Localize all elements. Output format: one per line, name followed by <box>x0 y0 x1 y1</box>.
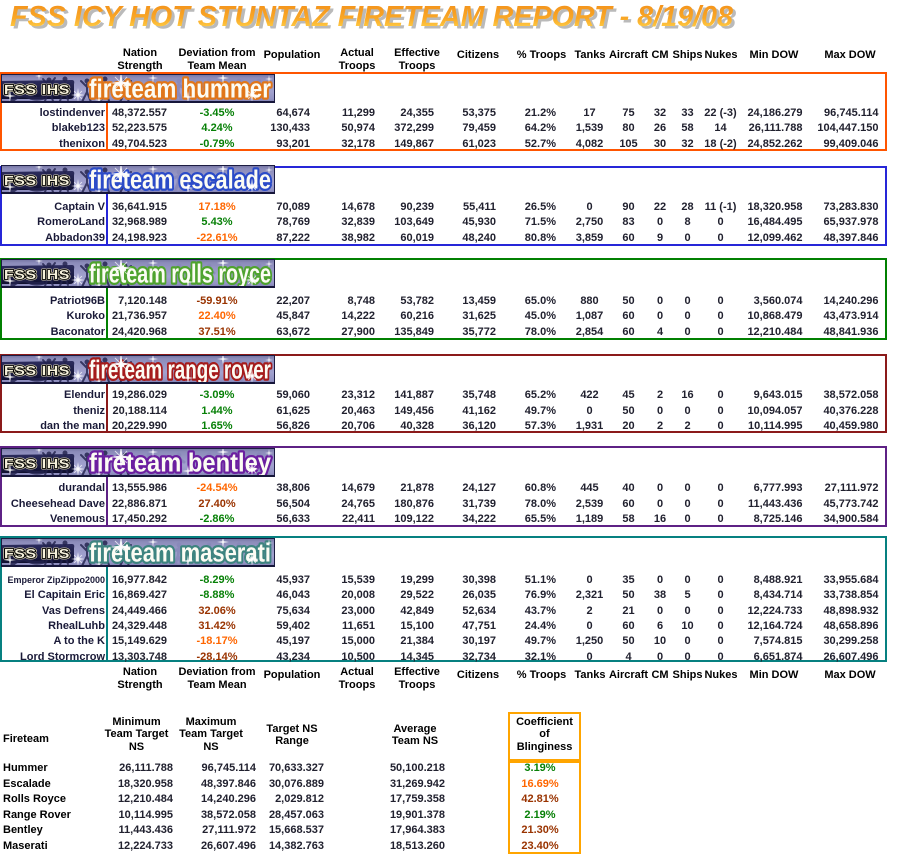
svg-text:FSS IHS: FSS IHS <box>4 173 70 188</box>
svg-text:FSS ICY HOT STUNTAZ FIRETEAM R: FSS ICY HOT STUNTAZ FIRETEAM REPORT - 8/… <box>10 1 734 33</box>
svg-text:fireteam hummer: fireteam hummer <box>89 76 271 104</box>
svg-text:FSS ICY HOT STUNTAZ FIRETEAM R: FSS ICY HOT STUNTAZ FIRETEAM REPORT - 8/… <box>13 4 737 36</box>
svg-text:fireteam escalade: fireteam escalade <box>89 166 271 194</box>
svg-text:fireteam maserati: fireteam maserati <box>89 540 271 568</box>
svg-text:FSS IHS: FSS IHS <box>4 456 70 471</box>
svg-text:FSS IHS: FSS IHS <box>4 267 70 282</box>
svg-text:fireteam rolls royce: fireteam rolls royce <box>89 260 271 288</box>
svg-text:FSS IHS: FSS IHS <box>4 456 70 471</box>
svg-text:FSS IHS: FSS IHS <box>4 546 70 561</box>
svg-text:FSS IHS: FSS IHS <box>4 546 70 561</box>
svg-text:FSS IHS: FSS IHS <box>4 363 70 378</box>
svg-text:FSS IHS: FSS IHS <box>4 267 70 282</box>
svg-text:fireteam range rover: fireteam range rover <box>89 357 271 385</box>
svg-text:FSS IHS: FSS IHS <box>4 173 70 188</box>
svg-text:FSS IHS: FSS IHS <box>4 82 70 97</box>
svg-text:fireteam bentley: fireteam bentley <box>89 450 272 478</box>
svg-text:FSS IHS: FSS IHS <box>4 82 70 97</box>
svg-text:FSS IHS: FSS IHS <box>4 363 70 378</box>
